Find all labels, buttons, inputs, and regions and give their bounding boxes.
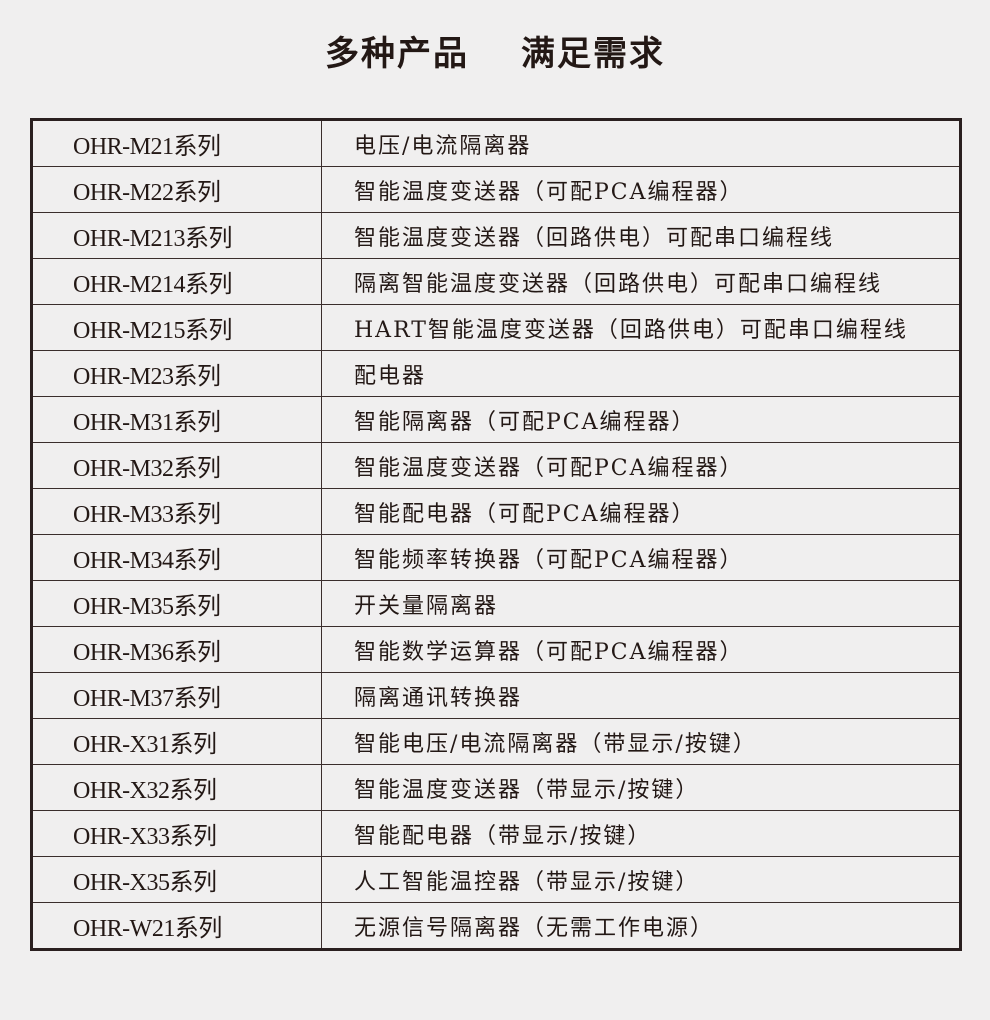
product-series: OHR-M23系列: [31, 350, 322, 397]
product-series: OHR-M33系列: [31, 488, 322, 535]
product-description: 智能频率转换器（可配PCA编程器）: [321, 534, 961, 581]
table-row: OHR-M23系列 配电器: [31, 350, 961, 397]
product-series: OHR-M36系列: [31, 626, 322, 673]
product-description: 智能温度变送器（可配PCA编程器）: [321, 166, 961, 213]
table-row: OHR-X35系列 人工智能温控器（带显示/按键）: [31, 856, 961, 903]
product-description: 智能配电器（带显示/按键）: [321, 810, 961, 857]
product-description: 智能温度变送器（带显示/按键）: [321, 764, 961, 811]
table-row: OHR-X32系列 智能温度变送器（带显示/按键）: [31, 764, 961, 811]
product-table: OHR-M21系列 电压/电流隔离器 OHR-M22系列 智能温度变送器（可配PCA编…: [30, 118, 962, 951]
product-series: OHR-M213系列: [31, 212, 322, 259]
table-row: OHR-M22系列 智能温度变送器（可配PCA编程器）: [31, 166, 961, 213]
title-part-1: 多种产品: [325, 34, 469, 74]
product-series: OHR-M22系列: [31, 166, 322, 213]
table-row: OHR-M33系列 智能配电器（可配PCA编程器）: [31, 488, 961, 535]
product-series: OHR-M215系列: [31, 304, 322, 351]
table-row: OHR-M34系列 智能频率转换器（可配PCA编程器）: [31, 534, 961, 581]
table-row: OHR-W21系列 无源信号隔离器（无需工作电源）: [31, 902, 961, 950]
table-row: OHR-X31系列 智能电压/电流隔离器（带显示/按键）: [31, 718, 961, 765]
product-series: OHR-M31系列: [31, 396, 322, 443]
product-series: OHR-M32系列: [31, 442, 322, 489]
product-description: 智能电压/电流隔离器（带显示/按键）: [321, 718, 961, 765]
product-description: 智能数学运算器（可配PCA编程器）: [321, 626, 961, 673]
page-title: 多种产品 满足需求: [0, 26, 990, 75]
product-description: 人工智能温控器（带显示/按键）: [321, 856, 961, 903]
table-row: OHR-M32系列 智能温度变送器（可配PCA编程器）: [31, 442, 961, 489]
product-series: OHR-X31系列: [31, 718, 322, 765]
product-description: HART智能温度变送器（回路供电）可配串口编程线: [321, 304, 961, 351]
table-row: OHR-M213系列 智能温度变送器（回路供电）可配串口编程线: [31, 212, 961, 259]
product-series: OHR-M37系列: [31, 672, 322, 719]
product-series: OHR-X32系列: [31, 764, 322, 811]
product-description: 电压/电流隔离器: [321, 119, 961, 167]
product-series: OHR-X33系列: [31, 810, 322, 857]
product-description: 智能隔离器（可配PCA编程器）: [321, 396, 961, 443]
product-series: OHR-M35系列: [31, 580, 322, 627]
table-row: OHR-M215系列 HART智能温度变送器（回路供电）可配串口编程线: [31, 304, 961, 351]
product-series: OHR-M21系列: [31, 119, 322, 167]
product-series: OHR-M214系列: [31, 258, 322, 305]
table-row: OHR-M35系列 开关量隔离器: [31, 580, 961, 627]
product-description: 智能配电器（可配PCA编程器）: [321, 488, 961, 535]
table-row: OHR-M31系列 智能隔离器（可配PCA编程器）: [31, 396, 961, 443]
table-row: OHR-M36系列 智能数学运算器（可配PCA编程器）: [31, 626, 961, 673]
product-description: 智能温度变送器（回路供电）可配串口编程线: [321, 212, 961, 259]
product-description: 隔离通讯转换器: [321, 672, 961, 719]
title-part-2: 满足需求: [521, 34, 665, 74]
table-row: OHR-X33系列 智能配电器（带显示/按键）: [31, 810, 961, 857]
product-series: OHR-X35系列: [31, 856, 322, 903]
product-description: 配电器: [321, 350, 961, 397]
table-row: OHR-M214系列 隔离智能温度变送器（回路供电）可配串口编程线: [31, 258, 961, 305]
product-series: OHR-W21系列: [31, 902, 322, 950]
product-description: 无源信号隔离器（无需工作电源）: [321, 902, 961, 950]
product-description: 开关量隔离器: [321, 580, 961, 627]
table-row: OHR-M21系列 电压/电流隔离器: [31, 119, 961, 167]
product-description: 隔离智能温度变送器（回路供电）可配串口编程线: [321, 258, 961, 305]
product-description: 智能温度变送器（可配PCA编程器）: [321, 442, 961, 489]
product-series: OHR-M34系列: [31, 534, 322, 581]
table-row: OHR-M37系列 隔离通讯转换器: [31, 672, 961, 719]
